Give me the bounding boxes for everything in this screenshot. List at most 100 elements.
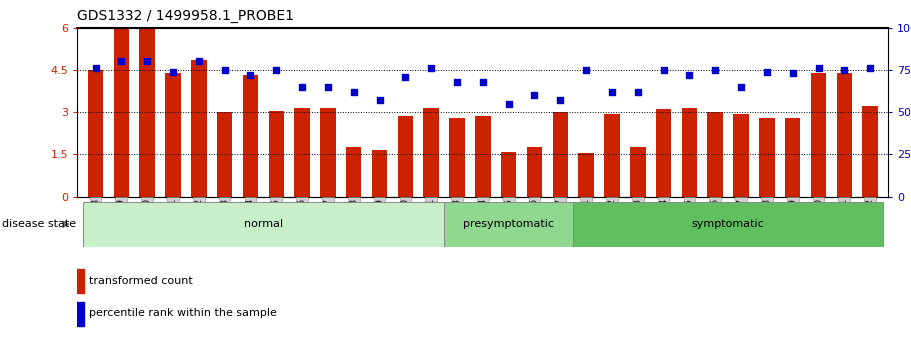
Point (114, 59, 128, 64)
Text: normal: normal (244, 219, 283, 229)
Text: GSM30686: GSM30686 (711, 198, 720, 241)
Bar (656, 109, 671, 197)
Text: GSM30683: GSM30683 (633, 198, 642, 241)
Bar (217, 112, 232, 197)
Text: GSM30689: GSM30689 (788, 198, 797, 241)
Point (811, 66, 825, 71)
Point (218, 67, 232, 72)
Text: GSM30710: GSM30710 (401, 198, 410, 241)
Point (630, 89, 645, 95)
Text: presymptomatic: presymptomatic (463, 219, 554, 229)
Point (578, 67, 593, 72)
Bar (77, 269, 85, 293)
Bar (785, 118, 801, 197)
Point (605, 89, 619, 95)
Text: GSM30685: GSM30685 (685, 198, 694, 241)
Text: GSM30682: GSM30682 (608, 198, 617, 241)
Bar (604, 114, 619, 197)
Bar (708, 112, 723, 197)
Bar (553, 112, 568, 197)
Text: GSM30711: GSM30711 (426, 198, 435, 241)
Bar (863, 107, 878, 197)
Point (243, 72, 258, 78)
Text: GSM30692: GSM30692 (865, 198, 875, 241)
Bar (836, 73, 852, 197)
Bar (242, 76, 258, 197)
Text: disease state: disease state (2, 219, 76, 229)
Bar (294, 108, 310, 197)
Point (785, 70, 800, 76)
Point (656, 67, 670, 72)
Point (708, 67, 722, 72)
Bar (681, 108, 697, 197)
Bar (346, 147, 362, 197)
Point (269, 67, 283, 72)
Text: percentile rank within the sample: percentile rank within the sample (88, 308, 276, 318)
Bar (269, 111, 284, 197)
Text: GSM30681: GSM30681 (581, 198, 590, 241)
Point (373, 98, 387, 103)
Bar (87, 70, 103, 197)
Point (450, 79, 465, 85)
Bar (449, 118, 465, 197)
Text: GSM30690: GSM30690 (814, 198, 823, 241)
Point (166, 69, 180, 74)
Text: GSM30707: GSM30707 (323, 198, 333, 241)
Point (760, 69, 774, 74)
Point (553, 98, 568, 103)
Text: GSM30701: GSM30701 (169, 198, 178, 241)
Bar (630, 147, 646, 197)
Point (682, 72, 697, 78)
Text: symptomatic: symptomatic (691, 219, 764, 229)
Bar (372, 150, 387, 197)
FancyBboxPatch shape (573, 202, 883, 247)
Bar (165, 73, 180, 197)
Text: GSM30698: GSM30698 (91, 198, 100, 241)
Text: GSM30703: GSM30703 (220, 198, 230, 241)
Bar (759, 118, 774, 197)
Point (863, 66, 877, 71)
Bar (733, 114, 749, 197)
Bar (114, 29, 129, 197)
Point (733, 84, 748, 89)
Point (88, 66, 103, 71)
Bar (191, 60, 207, 197)
Bar (527, 147, 542, 197)
Point (476, 79, 490, 85)
Text: GSM30691: GSM30691 (840, 198, 849, 241)
Bar (77, 302, 85, 326)
Text: GSM30687: GSM30687 (736, 198, 745, 241)
Bar (475, 116, 491, 197)
Bar (578, 153, 594, 197)
Text: GSM30693: GSM30693 (453, 198, 462, 241)
Bar (320, 108, 335, 197)
Text: GSM30708: GSM30708 (349, 198, 358, 241)
Point (140, 59, 155, 64)
Point (191, 59, 206, 64)
Text: GSM30704: GSM30704 (246, 198, 255, 241)
Point (837, 67, 852, 72)
Text: GSM30699: GSM30699 (117, 198, 126, 241)
Point (321, 84, 335, 89)
Text: GSM30695: GSM30695 (504, 198, 513, 241)
Bar (397, 116, 413, 197)
Text: GSM30697: GSM30697 (556, 198, 565, 241)
Bar (811, 73, 826, 197)
Point (527, 92, 542, 98)
Text: GSM30705: GSM30705 (271, 198, 281, 241)
Bar (139, 28, 155, 197)
Text: GSM30702: GSM30702 (194, 198, 203, 241)
Text: GDS1332 / 1499958.1_PROBE1: GDS1332 / 1499958.1_PROBE1 (77, 9, 294, 23)
Text: GSM30700: GSM30700 (143, 198, 151, 241)
Text: GSM30684: GSM30684 (659, 198, 668, 241)
Point (424, 66, 438, 71)
Text: GSM30696: GSM30696 (530, 198, 539, 241)
FancyBboxPatch shape (444, 202, 573, 247)
Bar (424, 108, 439, 197)
Point (501, 101, 516, 106)
Text: transformed count: transformed count (88, 276, 192, 286)
FancyBboxPatch shape (83, 202, 444, 247)
Point (346, 89, 361, 95)
Point (295, 84, 310, 89)
Text: GSM30688: GSM30688 (763, 198, 772, 241)
